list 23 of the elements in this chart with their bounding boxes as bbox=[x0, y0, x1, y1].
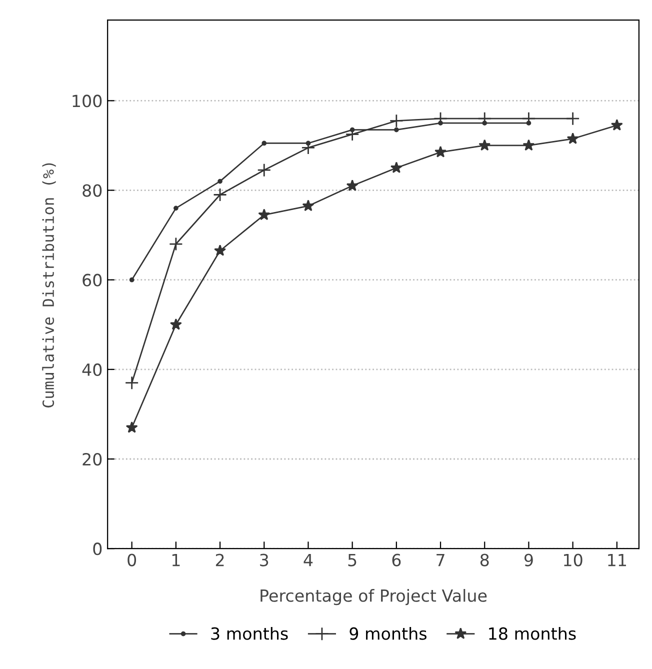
legend-label: 3 months bbox=[211, 627, 288, 640]
y-tick-label: 20 bbox=[82, 452, 102, 466]
legend-label: 18 months bbox=[489, 627, 576, 640]
x-axis-title: Percentage of Project Value bbox=[260, 589, 487, 606]
x-tick-label: 10 bbox=[564, 554, 582, 566]
x-tick-label: 6 bbox=[392, 554, 401, 566]
y-tick-label: 100 bbox=[72, 94, 102, 108]
x-tick-label: 4 bbox=[304, 554, 313, 566]
y-tick-label: 0 bbox=[93, 542, 102, 556]
x-tick-label: 1 bbox=[172, 554, 180, 566]
y-axis-title: Cumulative Distribution (%) bbox=[42, 163, 56, 408]
x-tick-label: 11 bbox=[608, 554, 626, 566]
y-tick-label: 40 bbox=[82, 363, 102, 376]
x-tick-label: 3 bbox=[260, 554, 268, 566]
legend-label: 9 months bbox=[350, 627, 426, 640]
y-tick-label: 80 bbox=[82, 184, 102, 197]
x-tick-label: 0 bbox=[128, 554, 136, 566]
x-tick-label: 9 bbox=[524, 554, 533, 566]
x-tick-label: 5 bbox=[348, 554, 356, 566]
y-tick-label: 60 bbox=[82, 274, 102, 286]
x-tick-label: 7 bbox=[436, 554, 444, 566]
x-tick-label: 8 bbox=[480, 554, 489, 566]
x-tick-label: 2 bbox=[216, 554, 224, 566]
